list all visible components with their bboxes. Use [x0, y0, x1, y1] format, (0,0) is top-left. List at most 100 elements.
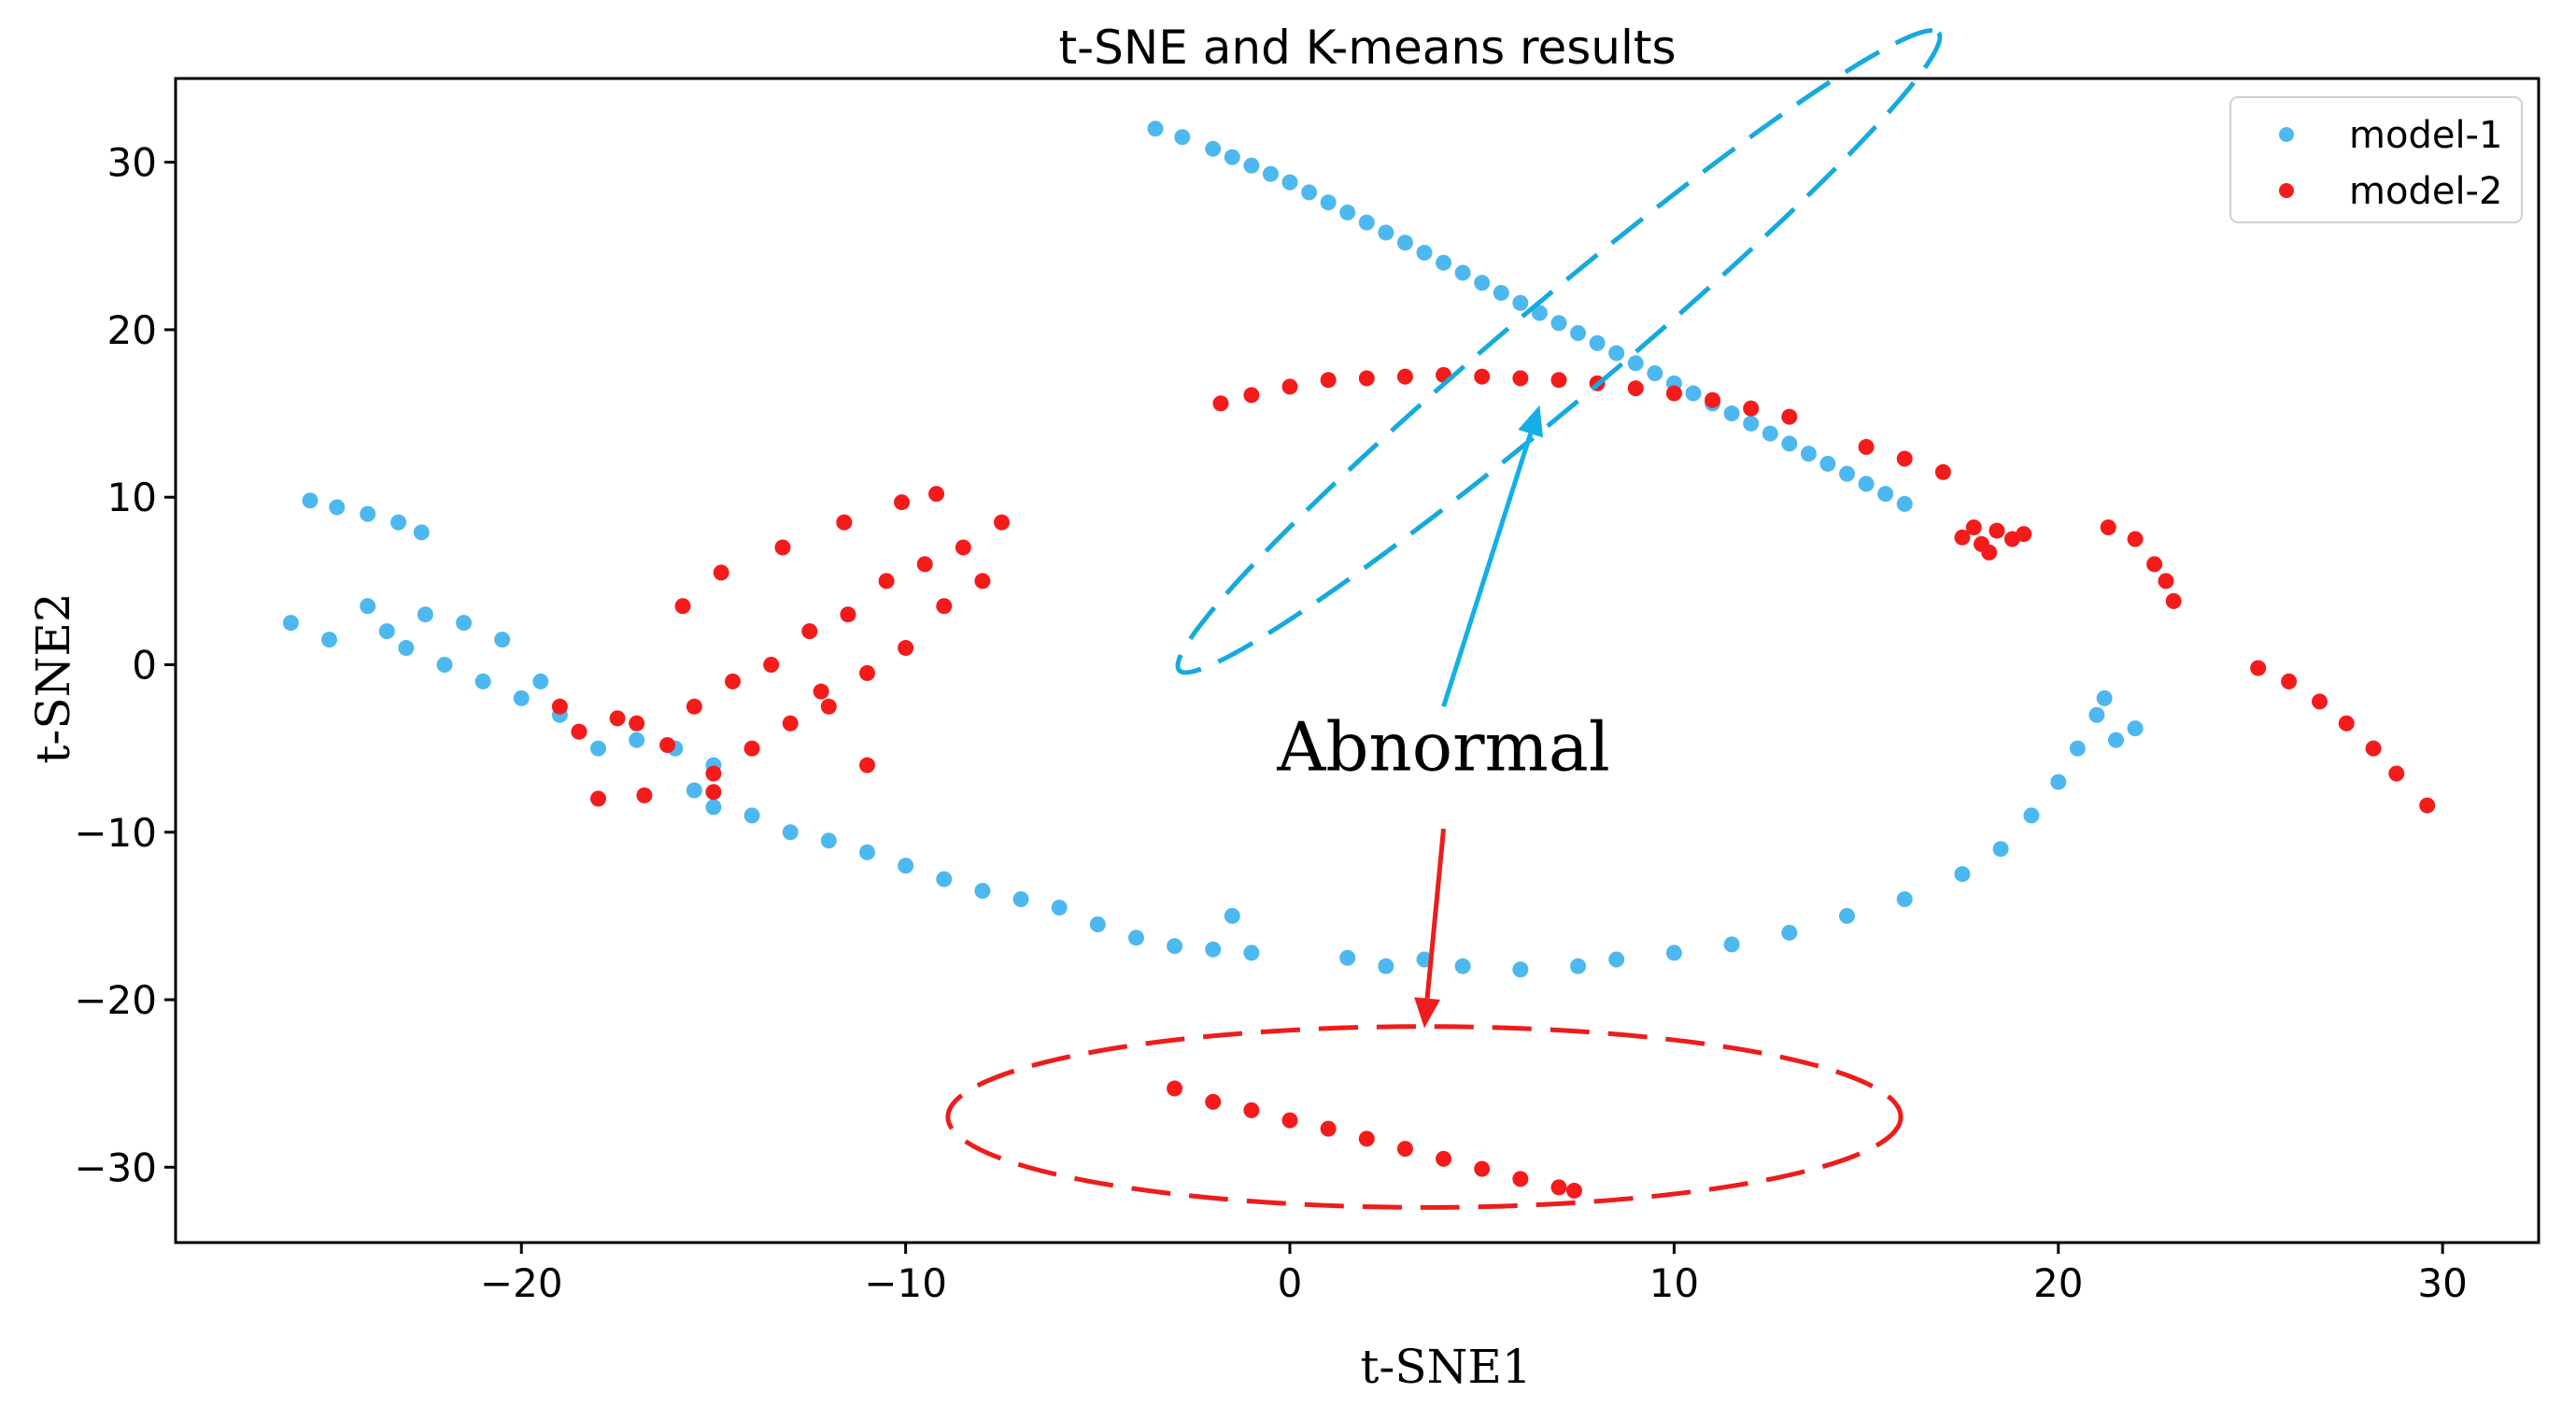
data-point-model-1 — [2023, 807, 2040, 824]
data-point-model-2 — [1396, 368, 1413, 385]
data-point-model-1 — [417, 606, 433, 623]
y-tick-label: 0 — [132, 642, 157, 688]
data-point-model-2 — [1358, 370, 1375, 387]
data-point-model-1 — [1436, 254, 1452, 271]
data-point-model-2 — [1205, 1093, 1222, 1110]
data-point-model-1 — [1608, 345, 1625, 362]
data-point-model-1 — [820, 832, 837, 849]
data-point-model-2 — [763, 656, 780, 673]
data-point-model-2 — [2312, 693, 2328, 710]
data-point-model-1 — [282, 615, 299, 632]
arrow-to-upper-cluster-shaft — [1441, 433, 1534, 708]
x-tick-label: 10 — [1649, 1260, 1699, 1306]
legend-marker-model-1 — [2279, 127, 2294, 142]
data-point-model-2 — [705, 765, 722, 782]
data-point-model-1 — [1512, 294, 1529, 311]
data-point-model-1 — [1243, 945, 1260, 961]
x-axis: −20 −10 0 10 20 30 — [480, 1243, 2468, 1306]
data-point-model-2 — [878, 573, 895, 590]
x-tick-label: −20 — [480, 1260, 563, 1306]
data-point-model-1 — [1205, 140, 1222, 157]
data-point-model-2 — [1512, 370, 1529, 387]
data-point-model-1 — [1839, 907, 1856, 924]
data-point-model-1 — [1858, 476, 1875, 492]
data-point-model-2 — [2165, 592, 2182, 609]
data-point-model-2 — [1396, 1141, 1413, 1158]
data-point-model-1 — [1665, 945, 1682, 961]
data-point-model-2 — [1565, 1182, 1582, 1199]
data-point-model-2 — [898, 640, 914, 657]
data-point-model-1 — [1416, 244, 1433, 261]
data-point-model-2 — [1743, 400, 1760, 417]
data-point-model-2 — [1896, 450, 1913, 467]
data-point-model-2 — [1550, 1179, 1567, 1196]
data-point-model-2 — [1705, 391, 1721, 408]
data-point-model-2 — [1212, 395, 1229, 412]
data-point-model-1 — [1954, 866, 1971, 883]
data-point-model-1 — [456, 615, 473, 632]
data-point-model-1 — [494, 632, 511, 648]
data-point-model-1 — [1762, 425, 1778, 442]
data-point-model-1 — [436, 656, 453, 673]
data-point-model-1 — [1378, 224, 1394, 241]
data-point-model-1 — [743, 807, 760, 824]
data-point-model-2 — [2146, 556, 2163, 573]
data-point-model-2 — [629, 715, 645, 732]
data-point-model-2 — [916, 556, 933, 573]
data-point-model-1 — [1685, 385, 1702, 402]
y-axis: −30 −20 −10 0 10 20 30 — [74, 140, 176, 1190]
data-point-model-1 — [474, 673, 491, 689]
abnormal-ellipse-upper — [1175, 28, 1943, 675]
data-point-model-1 — [686, 782, 702, 799]
data-point-model-2 — [2158, 573, 2174, 590]
data-point-model-2 — [1665, 385, 1682, 402]
data-point-model-1 — [1127, 930, 1144, 946]
data-point-model-1 — [321, 632, 338, 648]
x-tick-label: 20 — [2033, 1260, 2083, 1306]
data-point-model-1 — [1174, 129, 1191, 146]
data-point-model-2 — [2419, 797, 2436, 814]
data-point-model-1 — [1723, 405, 1740, 422]
data-point-model-2 — [2250, 660, 2267, 676]
data-point-model-1 — [1800, 446, 1817, 462]
data-point-model-2 — [2016, 526, 2032, 543]
x-tick-label: −10 — [864, 1260, 947, 1306]
data-point-model-2 — [2388, 765, 2405, 782]
data-point-model-2 — [858, 664, 875, 681]
data-point-model-1 — [1281, 174, 1298, 191]
data-point-model-2 — [1358, 1130, 1375, 1147]
data-point-model-1 — [1896, 890, 1913, 907]
data-point-model-1 — [1550, 315, 1567, 332]
data-point-model-1 — [1839, 465, 1856, 482]
data-point-model-2 — [659, 737, 676, 754]
arrow-to-lower-cluster-head — [1414, 997, 1440, 1029]
data-point-model-1 — [2096, 689, 2113, 706]
data-point-model-1 — [1167, 938, 1183, 955]
data-point-model-1 — [2107, 732, 2124, 748]
data-point-model-2 — [1243, 387, 1260, 404]
x-tick-label: 30 — [2417, 1260, 2467, 1306]
data-point-model-2 — [2365, 740, 2382, 757]
data-point-model-2 — [551, 698, 568, 715]
data-point-model-2 — [936, 598, 953, 615]
data-point-model-2 — [1281, 378, 1298, 395]
data-point-model-2 — [1981, 544, 1998, 561]
data-point-model-2 — [1627, 380, 1644, 397]
data-point-model-1 — [360, 505, 376, 522]
data-point-model-1 — [1781, 435, 1798, 452]
data-point-model-2 — [713, 564, 729, 581]
x-axis-label: t-SNE1 — [1360, 1340, 1531, 1394]
legend-box — [2229, 96, 2523, 223]
data-point-model-2 — [928, 486, 945, 503]
data-point-model-2 — [743, 740, 760, 757]
data-point-model-2 — [1167, 1080, 1183, 1097]
data-point-model-2 — [836, 514, 853, 531]
data-point-model-1 — [974, 883, 991, 900]
chart-title: t-SNE and K-means results — [1058, 21, 1676, 75]
data-point-model-2 — [674, 598, 691, 615]
data-point-model-2 — [1436, 1150, 1452, 1167]
data-point-model-1 — [2127, 720, 2144, 737]
data-point-model-2 — [636, 787, 653, 803]
data-point-model-2 — [1965, 519, 1982, 535]
